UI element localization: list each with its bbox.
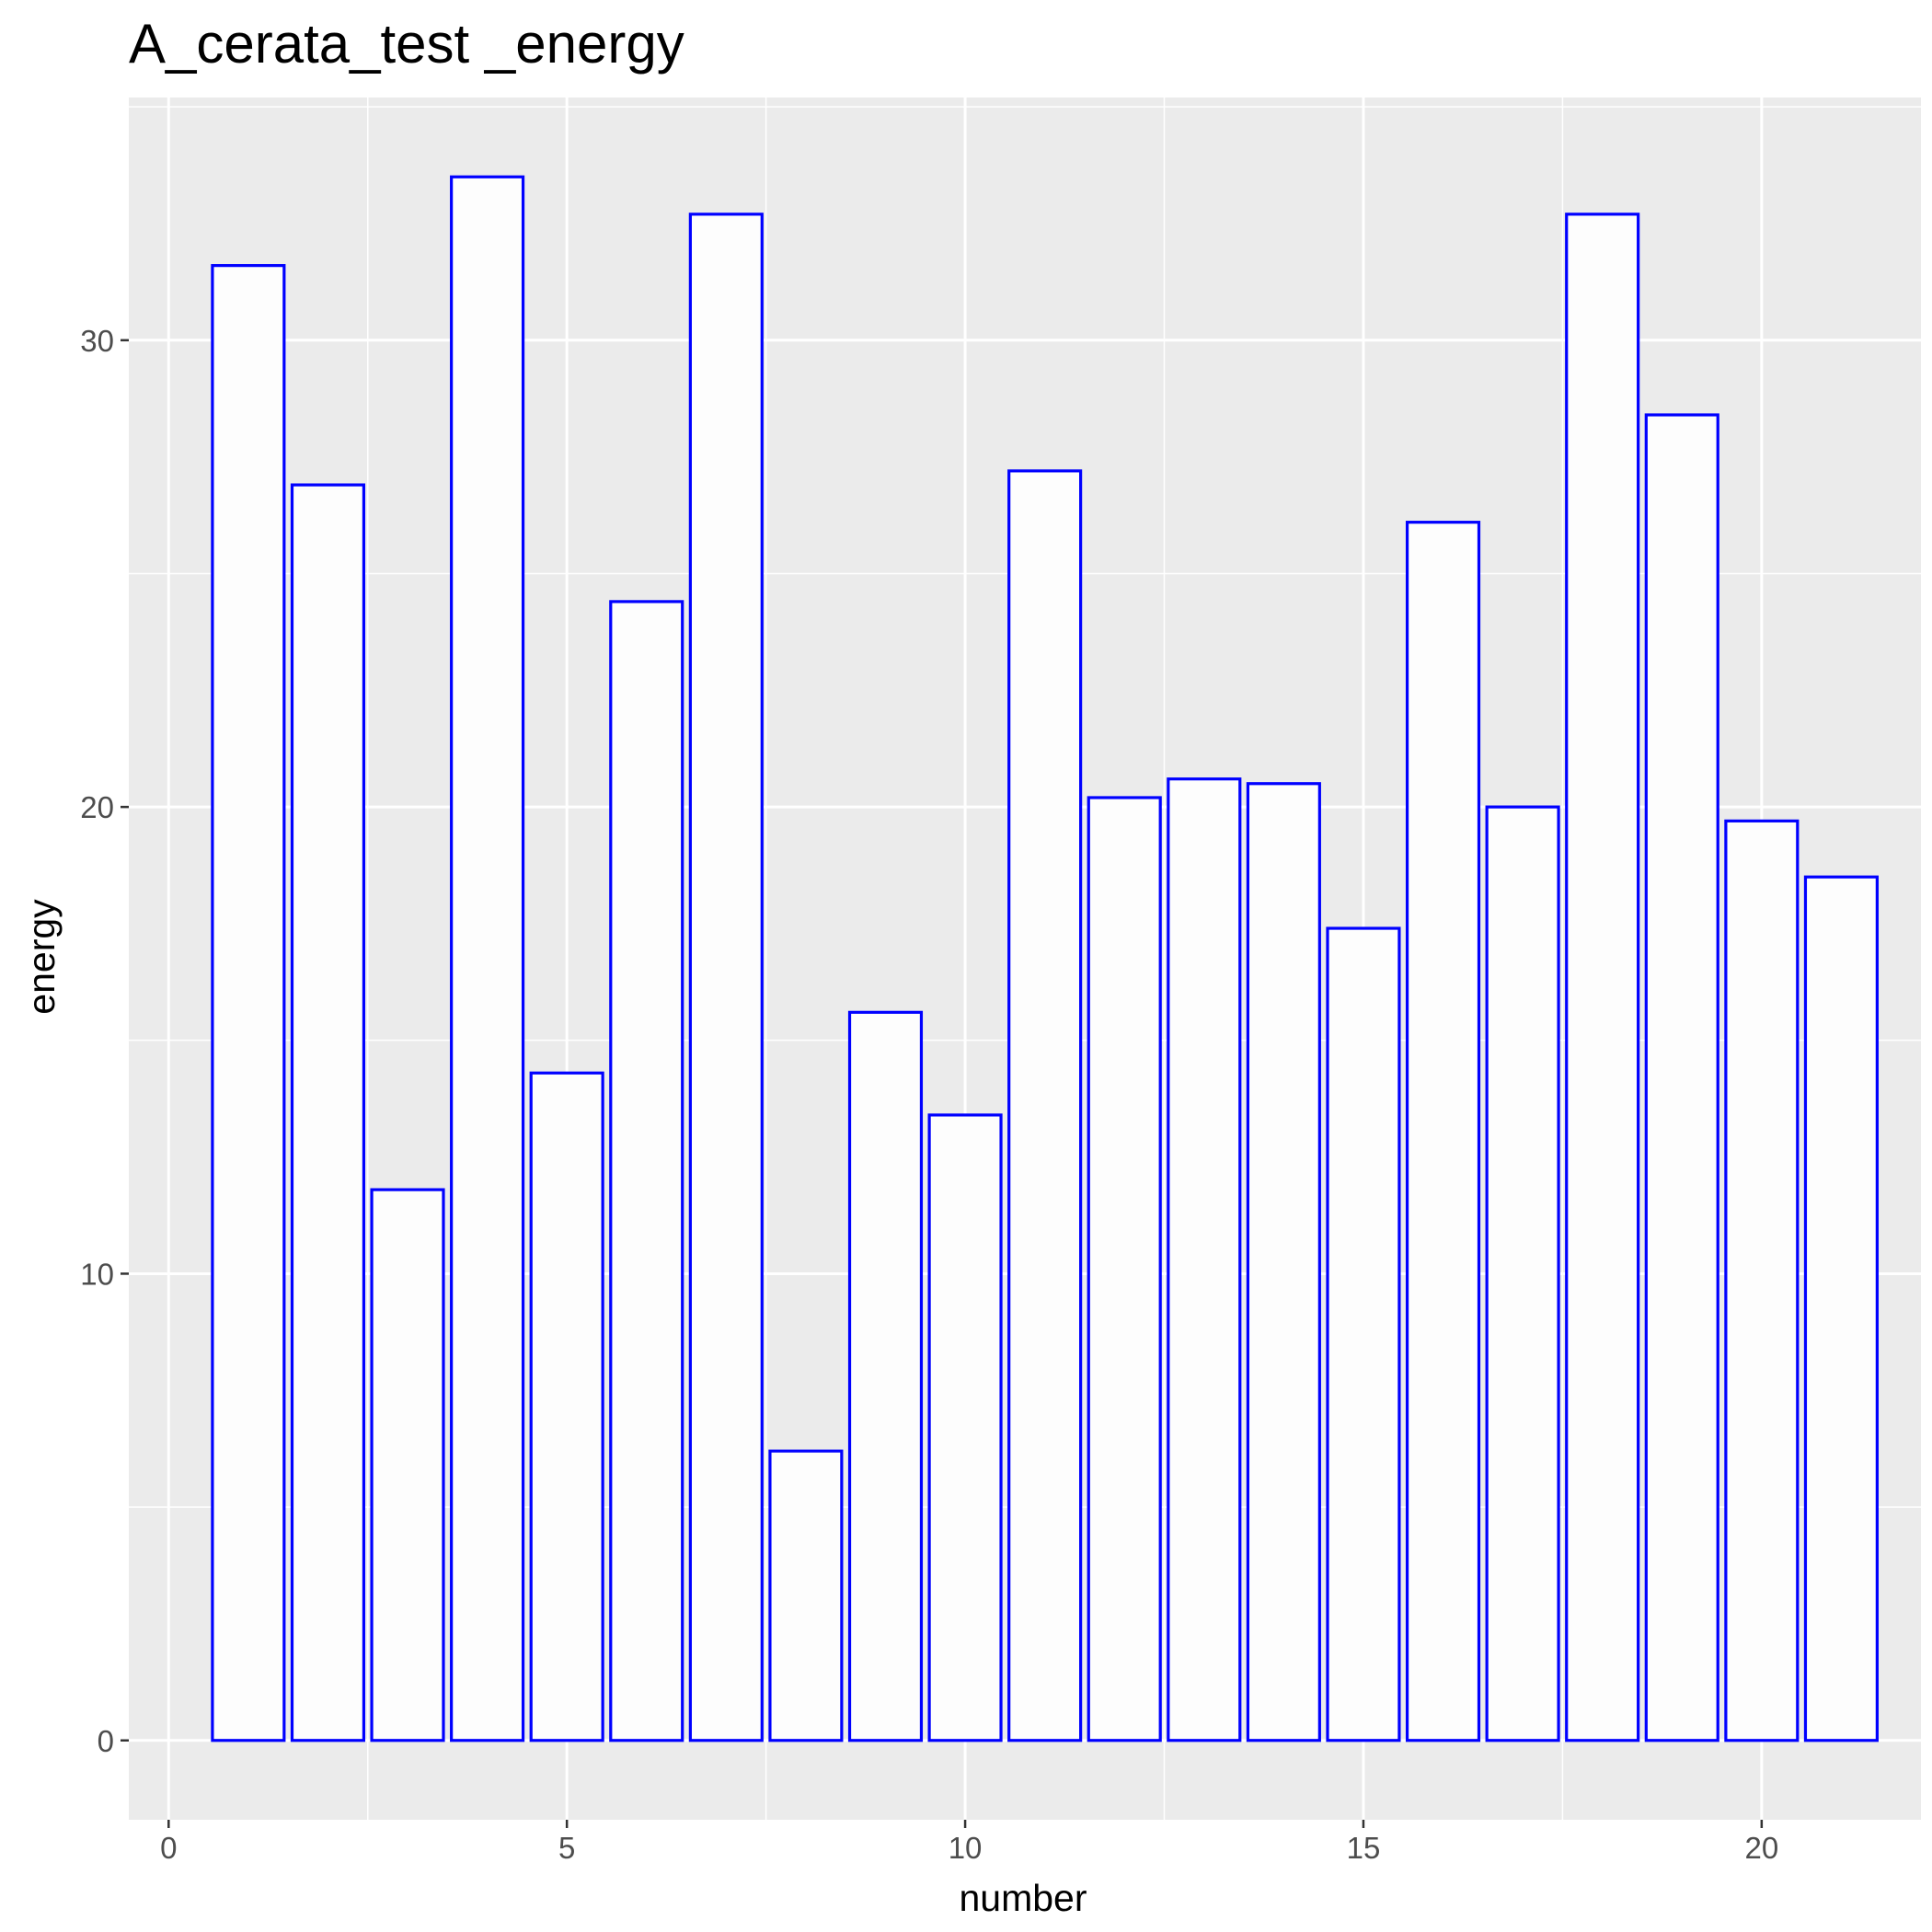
bar-16 (1405, 521, 1481, 1742)
bar-4 (450, 175, 525, 1742)
bar-12 (1087, 796, 1162, 1742)
bar-1 (211, 264, 286, 1742)
bar-13 (1167, 777, 1242, 1742)
x-axis-title: number (959, 1877, 1087, 1919)
x-axis: 0 5 10 15 20 (160, 1820, 1778, 1865)
bar-11 (1007, 469, 1083, 1742)
y-tick-label: 0 (98, 1724, 114, 1758)
x-tick-label: 15 (1347, 1831, 1381, 1865)
bar-10 (927, 1113, 1003, 1742)
bar-8 (768, 1449, 844, 1742)
bar-17 (1485, 805, 1560, 1742)
bar-6 (609, 600, 684, 1742)
bar-21 (1803, 875, 1879, 1742)
bar-2 (290, 483, 366, 1742)
x-tick-label: 5 (558, 1831, 575, 1865)
x-tick-label: 20 (1744, 1831, 1778, 1865)
bar-9 (847, 1010, 924, 1742)
bar-20 (1724, 819, 1800, 1742)
y-tick-label: 20 (80, 790, 114, 824)
bar-19 (1644, 413, 1719, 1742)
chart-title: A_cerata_test _energy (129, 13, 684, 75)
y-axis-title: energy (20, 899, 63, 1015)
y-tick-label: 10 (80, 1257, 114, 1291)
bar-7 (688, 213, 764, 1742)
bar-3 (370, 1188, 445, 1742)
y-axis: 0 10 20 30 (80, 324, 129, 1758)
bar-15 (1326, 926, 1401, 1742)
bar-5 (529, 1071, 604, 1742)
x-tick-label: 10 (949, 1831, 983, 1865)
bars (211, 175, 1879, 1742)
bar-14 (1246, 782, 1321, 1742)
bar-18 (1565, 213, 1640, 1742)
y-tick-label: 30 (80, 324, 114, 358)
x-tick-label: 0 (160, 1831, 177, 1865)
